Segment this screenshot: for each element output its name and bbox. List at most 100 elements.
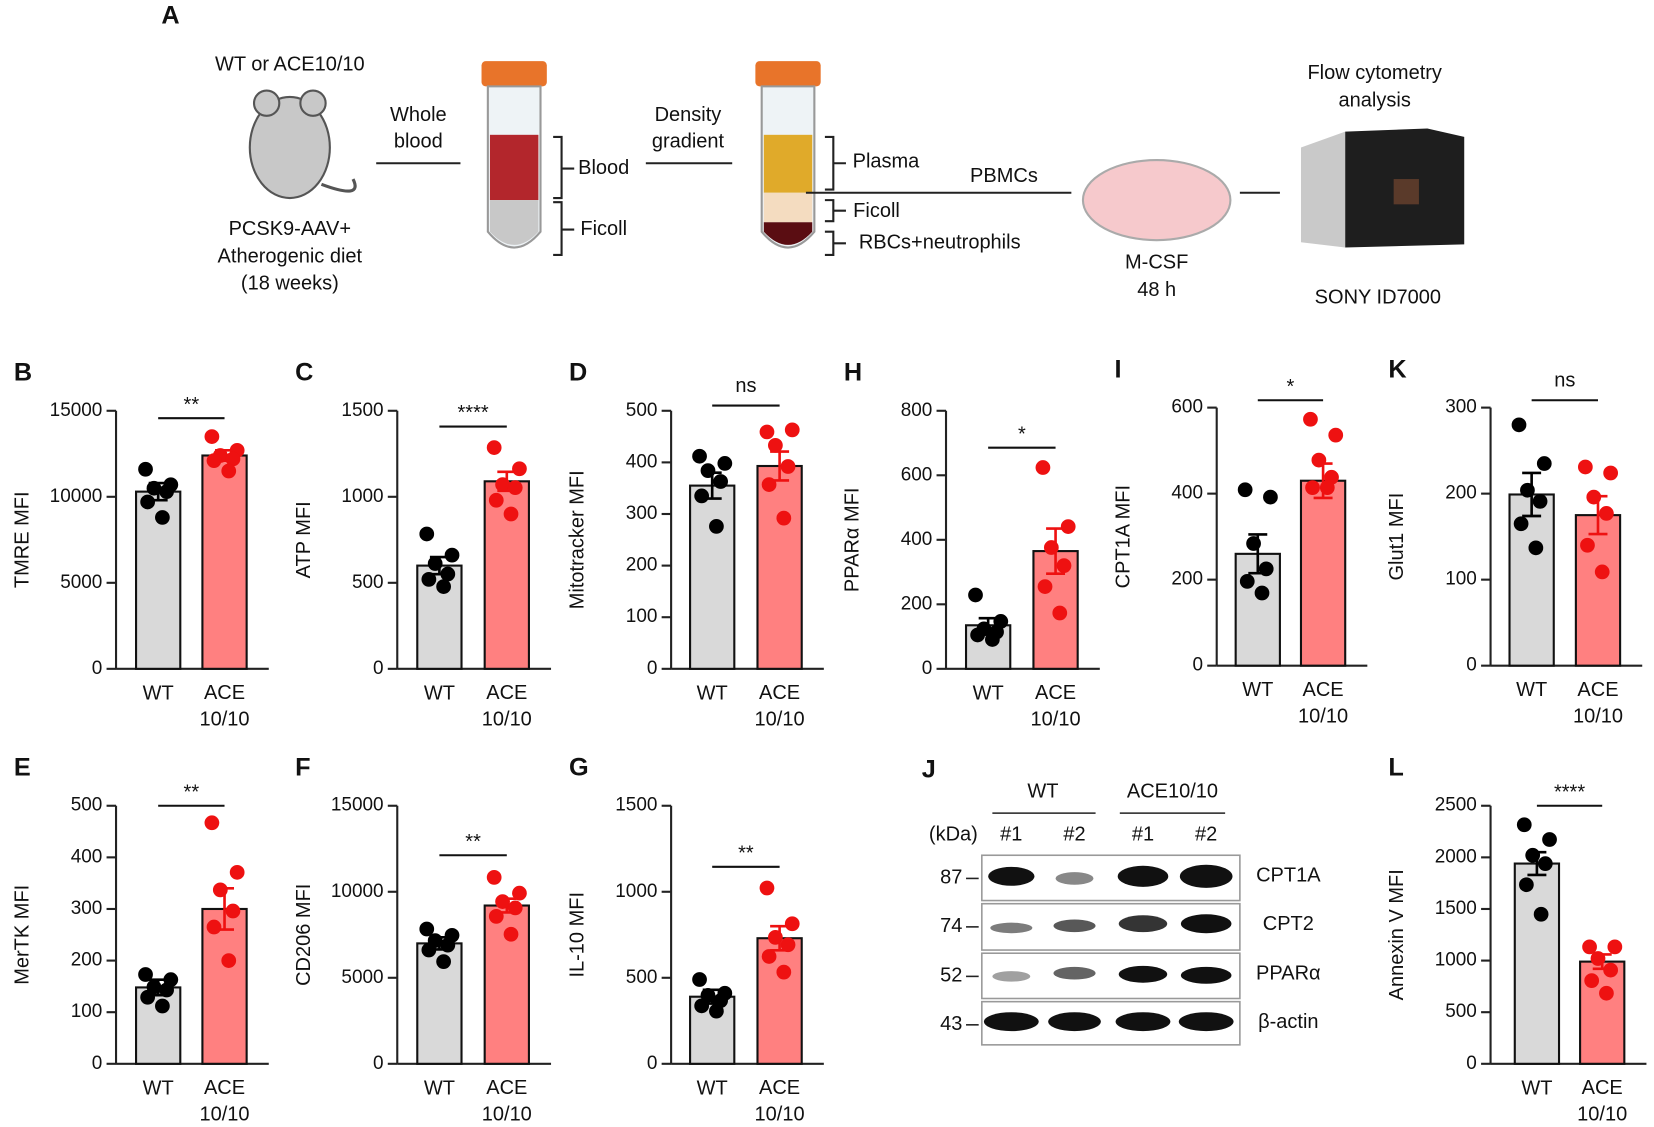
- data-point: [692, 448, 707, 464]
- protein-label: CPT1A: [1256, 865, 1321, 887]
- y-tick-label: 0: [647, 1053, 658, 1074]
- y-tick-label: 2500: [1435, 795, 1477, 816]
- data-point: [138, 461, 153, 477]
- panel-letter: I: [1115, 355, 1122, 383]
- diagram-label: Ficoll: [580, 218, 627, 240]
- y-axis-label: CPT1A MFI: [1112, 485, 1134, 588]
- data-point: [700, 463, 716, 479]
- panel-letter: E: [14, 754, 31, 782]
- kda-marker: 87: [940, 867, 962, 889]
- protein-label: PPARα: [1256, 963, 1321, 985]
- data-point: [784, 916, 800, 932]
- y-tick-label: 200: [626, 555, 658, 576]
- y-tick-label: 5000: [341, 967, 383, 988]
- y-tick-label: 500: [626, 967, 658, 988]
- significance: ns: [735, 375, 756, 397]
- y-tick-label: 1500: [341, 400, 383, 421]
- y-tick-label: 800: [901, 400, 933, 421]
- data-point: [759, 424, 775, 440]
- x-tick-label: ACE 10/10: [755, 1077, 805, 1125]
- y-axis-label: TMRE MFI: [12, 491, 34, 588]
- data-point: [1052, 605, 1068, 621]
- tube-gradient: [755, 61, 1072, 256]
- data-point: [1254, 585, 1270, 601]
- significance: **: [465, 831, 481, 853]
- x-tick-label: ACE 10/10: [1298, 679, 1348, 727]
- diagram-label: Flow cytometry: [1307, 62, 1441, 84]
- dish: [1081, 159, 1232, 242]
- panel-letter: C: [295, 359, 313, 387]
- significance: **: [184, 394, 200, 416]
- significance: **: [738, 842, 754, 864]
- diagram-label: analysis: [1339, 89, 1411, 111]
- data-point: [159, 982, 174, 998]
- y-tick-label: 0: [1466, 1053, 1477, 1074]
- data-point: [1582, 939, 1597, 955]
- data-point: [225, 903, 241, 919]
- y-tick-label: 400: [71, 846, 103, 867]
- data-point: [225, 451, 241, 467]
- bar: [689, 484, 736, 670]
- y-tick-label: 1500: [615, 795, 657, 816]
- data-point: [495, 894, 510, 909]
- data-point: [1239, 573, 1255, 589]
- bar: [1513, 862, 1561, 1065]
- significance: *: [1287, 376, 1295, 398]
- y-tick-label: 15000: [50, 400, 103, 421]
- data-point: [1536, 456, 1552, 471]
- data-point: [1305, 480, 1320, 495]
- y-axis-label: IL-10 MFI: [567, 892, 589, 978]
- y-tick-label: 5000: [60, 572, 102, 593]
- data-point: [495, 477, 510, 492]
- data-point: [503, 506, 519, 522]
- data-point: [1303, 411, 1318, 427]
- data-point: [488, 908, 504, 924]
- data-point: [692, 972, 707, 987]
- y-tick-label: 200: [1171, 569, 1203, 590]
- panel-letter: D: [569, 359, 587, 387]
- y-tick-label: 15000: [331, 795, 384, 816]
- x-tick-label: WT: [143, 682, 174, 704]
- y-tick-label: 10000: [331, 881, 384, 902]
- panel-letter: B: [14, 359, 32, 387]
- diagram-label: Ficoll: [853, 200, 900, 222]
- data-point: [155, 998, 170, 1014]
- y-tick-label: 200: [901, 593, 933, 614]
- blot-lane: #1: [1132, 824, 1154, 846]
- kda-marker: 43: [940, 1013, 962, 1035]
- data-point: [1533, 906, 1549, 922]
- y-axis-label: Mitotracker MFI: [567, 470, 589, 609]
- data-point: [1035, 460, 1051, 475]
- tube-blood: [481, 61, 575, 256]
- data-point: [768, 929, 783, 945]
- y-tick-label: 0: [373, 658, 384, 679]
- data-point: [1584, 973, 1600, 988]
- significance: **: [184, 781, 200, 803]
- cytometer: [1300, 128, 1465, 248]
- data-point: [984, 632, 1000, 647]
- diagram-label: (18 weeks): [241, 273, 339, 295]
- data-point: [1577, 459, 1593, 475]
- x-tick-label: WT: [1521, 1077, 1552, 1099]
- data-point: [1319, 480, 1335, 495]
- diagram-label: 48 h: [1137, 279, 1176, 301]
- bar: [201, 454, 248, 670]
- data-point: [759, 880, 775, 896]
- data-point: [440, 566, 456, 582]
- data-point: [1607, 939, 1623, 955]
- y-tick-label: 300: [71, 898, 103, 919]
- data-point: [206, 453, 222, 469]
- diagram-label: PCSK9-AAV+: [229, 218, 351, 240]
- data-point: [1603, 962, 1619, 978]
- y-tick-label: 0: [92, 1053, 103, 1074]
- x-tick-label: ACE 10/10: [482, 682, 532, 730]
- data-point: [1037, 579, 1053, 594]
- y-axis-label: PPARα MFI: [842, 488, 864, 593]
- data-point: [1520, 482, 1535, 498]
- diagram-label: Atherogenic diet: [218, 245, 363, 267]
- data-point: [1599, 985, 1614, 1001]
- y-axis-label: Glut1 MFI: [1386, 493, 1408, 581]
- diagram-label: PBMCs: [970, 165, 1038, 187]
- data-point: [138, 967, 153, 982]
- data-point: [507, 480, 523, 496]
